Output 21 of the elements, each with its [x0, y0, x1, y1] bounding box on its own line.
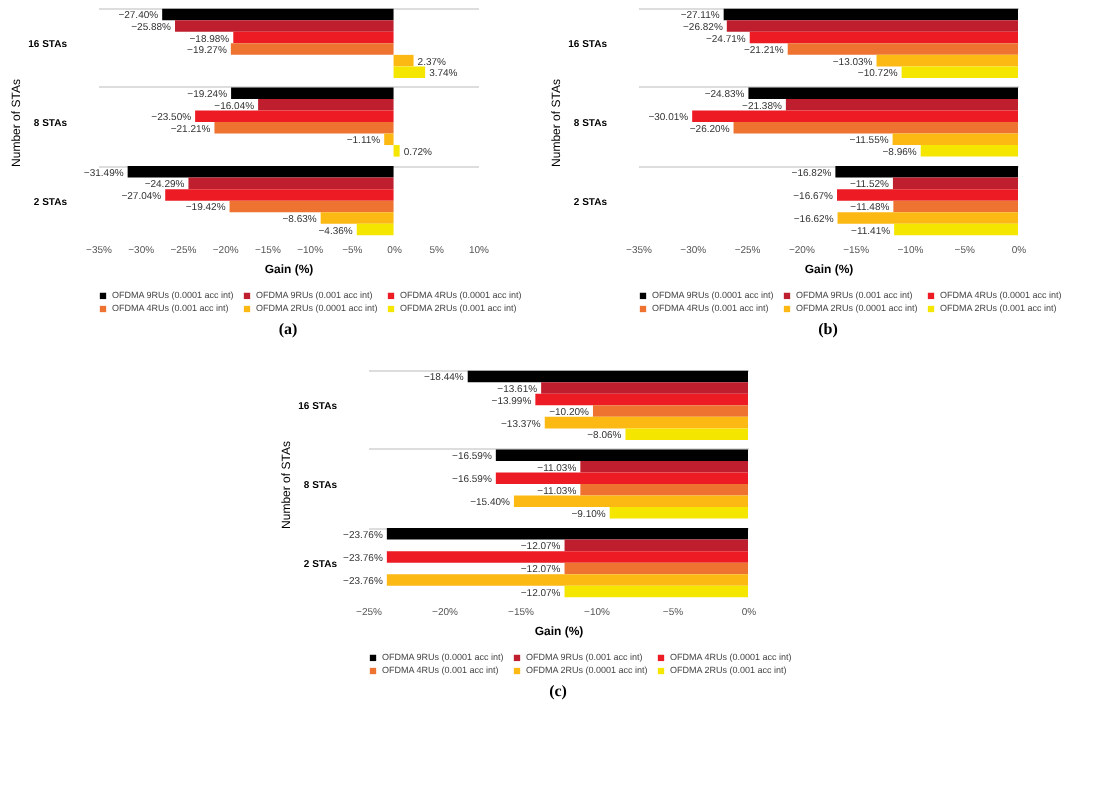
- bar: [195, 110, 394, 122]
- bar: [214, 122, 394, 134]
- bar: [175, 20, 394, 32]
- bar: [393, 145, 400, 157]
- bar: [320, 212, 394, 224]
- bar: [384, 133, 394, 146]
- bar: [162, 8, 394, 21]
- text: (b): [818, 320, 839, 338]
- bar: [127, 166, 394, 178]
- text: (a): [278, 320, 298, 338]
- bar: [393, 66, 426, 78]
- bar: [188, 177, 394, 190]
- bar: [230, 43, 394, 55]
- bar: [165, 189, 394, 201]
- bar: [229, 200, 394, 213]
- bar: [356, 223, 394, 236]
- bar: [233, 31, 394, 44]
- text: (c): [549, 682, 568, 700]
- bar: [393, 54, 414, 67]
- bar: [231, 87, 394, 99]
- bar: [258, 98, 394, 111]
